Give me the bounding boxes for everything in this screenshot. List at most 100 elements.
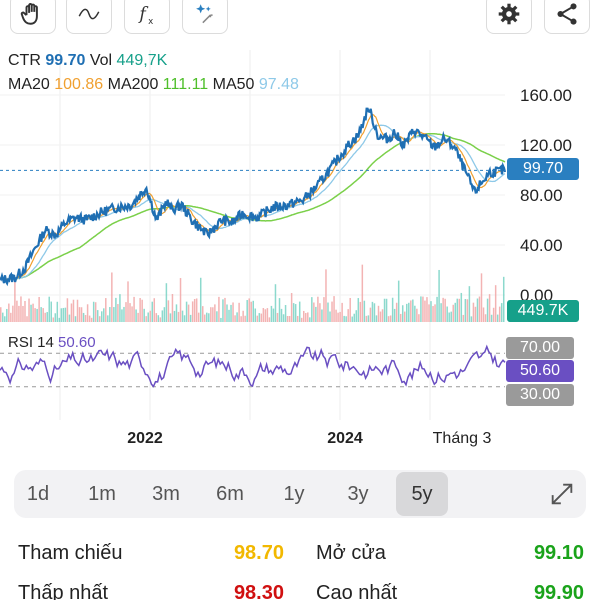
share-button[interactable] <box>544 0 590 34</box>
volume-bar <box>484 314 487 322</box>
volume-bar <box>232 302 234 322</box>
volume-bar <box>284 305 287 322</box>
volume-bar <box>367 315 370 322</box>
rsi-high-tag: 70.00 <box>506 337 574 359</box>
rsi-panel <box>0 344 506 388</box>
volume-bar <box>42 308 44 322</box>
volume-bar <box>418 314 420 322</box>
hand-tool-button[interactable] <box>10 0 56 34</box>
volume-bar <box>171 294 174 322</box>
volume-bar <box>48 296 50 322</box>
volume-bar <box>2 312 4 322</box>
volume-value: 449,7K <box>116 52 168 69</box>
volume-bar <box>248 298 250 322</box>
rsi-value-tag: 50.60 <box>506 360 574 382</box>
volume-bar <box>218 296 220 322</box>
volume-bar <box>264 309 267 322</box>
period-3m[interactable]: 3m <box>152 482 180 505</box>
volume-bar <box>107 315 109 322</box>
volume-bar <box>212 307 214 322</box>
volume-bar <box>412 299 414 322</box>
volume-bar <box>395 302 398 322</box>
volume-bar <box>385 298 388 322</box>
ma50-label: MA50 <box>212 76 255 93</box>
period-6m[interactable]: 6m <box>216 482 244 505</box>
expand-icon[interactable] <box>548 480 576 508</box>
volume-bar <box>123 306 125 322</box>
volume-bar <box>488 294 491 322</box>
volume-bar <box>88 315 91 322</box>
volume-bar <box>167 300 170 322</box>
volume-bar <box>240 316 242 322</box>
price-chart[interactable]: 160.00 120.00 80.00 40.00 0.00 2022 2024 Tháng … <box>0 40 600 460</box>
volume-bar <box>214 304 216 322</box>
volume-bar <box>270 305 273 322</box>
volume-bar <box>163 307 166 322</box>
price-axis-label: 160.00 <box>520 86 572 105</box>
volume-bar <box>133 296 135 322</box>
volume-bar <box>434 304 436 322</box>
volume-bar <box>353 313 355 322</box>
volume-bar <box>20 296 22 322</box>
settings-button[interactable] <box>486 0 532 34</box>
volume-bar <box>462 314 465 322</box>
volume-bar <box>137 312 139 322</box>
volume-bar <box>426 297 428 322</box>
period-1y[interactable]: 1y <box>283 482 305 505</box>
legend-line-2: MA20 100.86 MA200 111.11 MA50 97.48 <box>8 76 299 94</box>
magic-tool-button[interactable] <box>182 0 228 34</box>
volume-bar <box>58 317 61 322</box>
volume-bar <box>375 315 378 322</box>
volume-bar <box>288 316 291 322</box>
volume-bar <box>357 298 360 322</box>
period-1d[interactable]: 1d <box>26 482 50 505</box>
volume-bar <box>149 310 151 322</box>
volume-bar <box>119 294 121 322</box>
volume-bar <box>252 300 254 322</box>
volume-bar <box>121 309 123 322</box>
volume-bar <box>391 297 394 322</box>
period-1m[interactable]: 1m <box>88 482 116 505</box>
ma50-line <box>0 124 506 281</box>
volume-bar <box>68 314 71 322</box>
volume-bar <box>335 309 337 322</box>
volume-bar <box>345 316 347 322</box>
volume-bar <box>155 313 158 322</box>
volume-bar <box>179 278 182 322</box>
volume-bar <box>393 308 396 322</box>
volume-bar <box>274 284 277 322</box>
volume-bar <box>496 314 499 322</box>
volume-bar <box>183 315 186 322</box>
volume-bar <box>476 298 479 322</box>
period-5y[interactable]: 5y <box>396 472 448 516</box>
volume-bar <box>199 277 202 322</box>
volume-bar <box>187 304 190 322</box>
volume-bar <box>282 314 285 322</box>
wave-tool-button[interactable] <box>66 0 112 34</box>
volume-bar <box>500 303 503 322</box>
volume-bar <box>52 317 55 322</box>
volume-bar <box>424 300 426 322</box>
volume-bar <box>355 310 358 322</box>
period-3y[interactable]: 3y <box>347 482 369 505</box>
volume-bar <box>272 308 275 322</box>
volume-bar <box>290 293 293 322</box>
volume-bar <box>169 313 172 322</box>
volume-bar <box>363 300 366 322</box>
volume-bar <box>317 296 319 322</box>
volume-bar <box>202 306 204 322</box>
volume-bar <box>32 303 34 322</box>
ref-value: 98.70 <box>233 542 284 564</box>
ma200-value: 111.11 <box>162 76 209 93</box>
volume-bar <box>165 283 168 322</box>
volume-bar <box>494 285 497 322</box>
volume-bar <box>262 308 265 322</box>
volume-bar <box>460 292 463 322</box>
volume-bar <box>105 298 107 322</box>
volume-bar <box>193 298 196 322</box>
volume-bar <box>371 301 374 322</box>
price-value: 99.70 <box>45 52 86 69</box>
volume-bar <box>464 298 467 322</box>
